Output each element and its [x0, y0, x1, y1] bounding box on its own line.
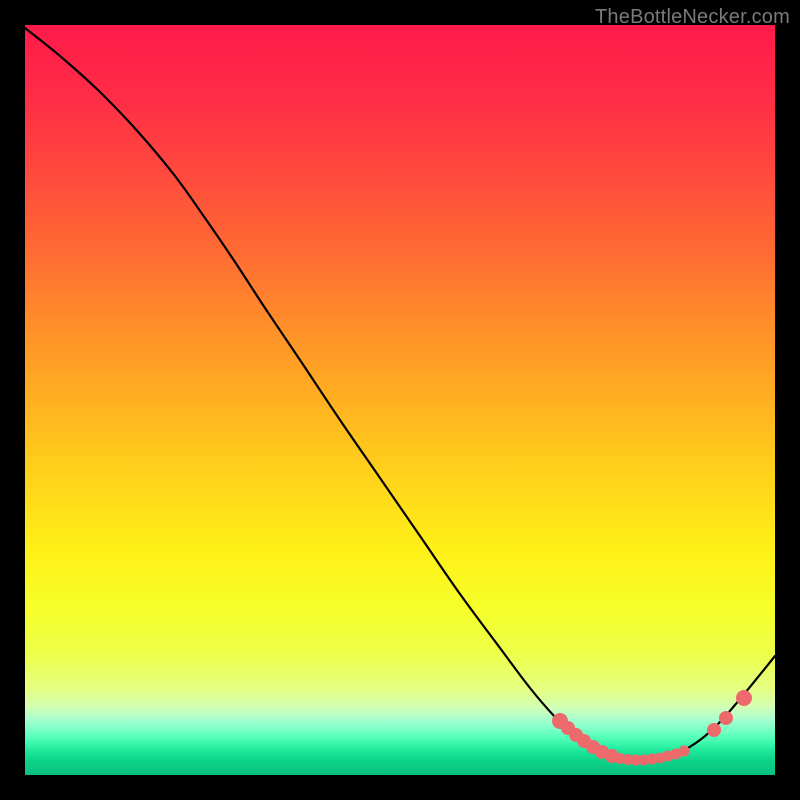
- marker-dot: [679, 746, 690, 757]
- plot-background: [25, 25, 775, 775]
- attribution-label: TheBottleNecker.com: [595, 6, 790, 29]
- marker-dot: [736, 690, 752, 706]
- marker-dot: [707, 723, 721, 737]
- marker-dot: [719, 711, 733, 725]
- chart-canvas: TheBottleNecker.com: [0, 0, 800, 800]
- bottleneck-chart-svg: [0, 0, 800, 800]
